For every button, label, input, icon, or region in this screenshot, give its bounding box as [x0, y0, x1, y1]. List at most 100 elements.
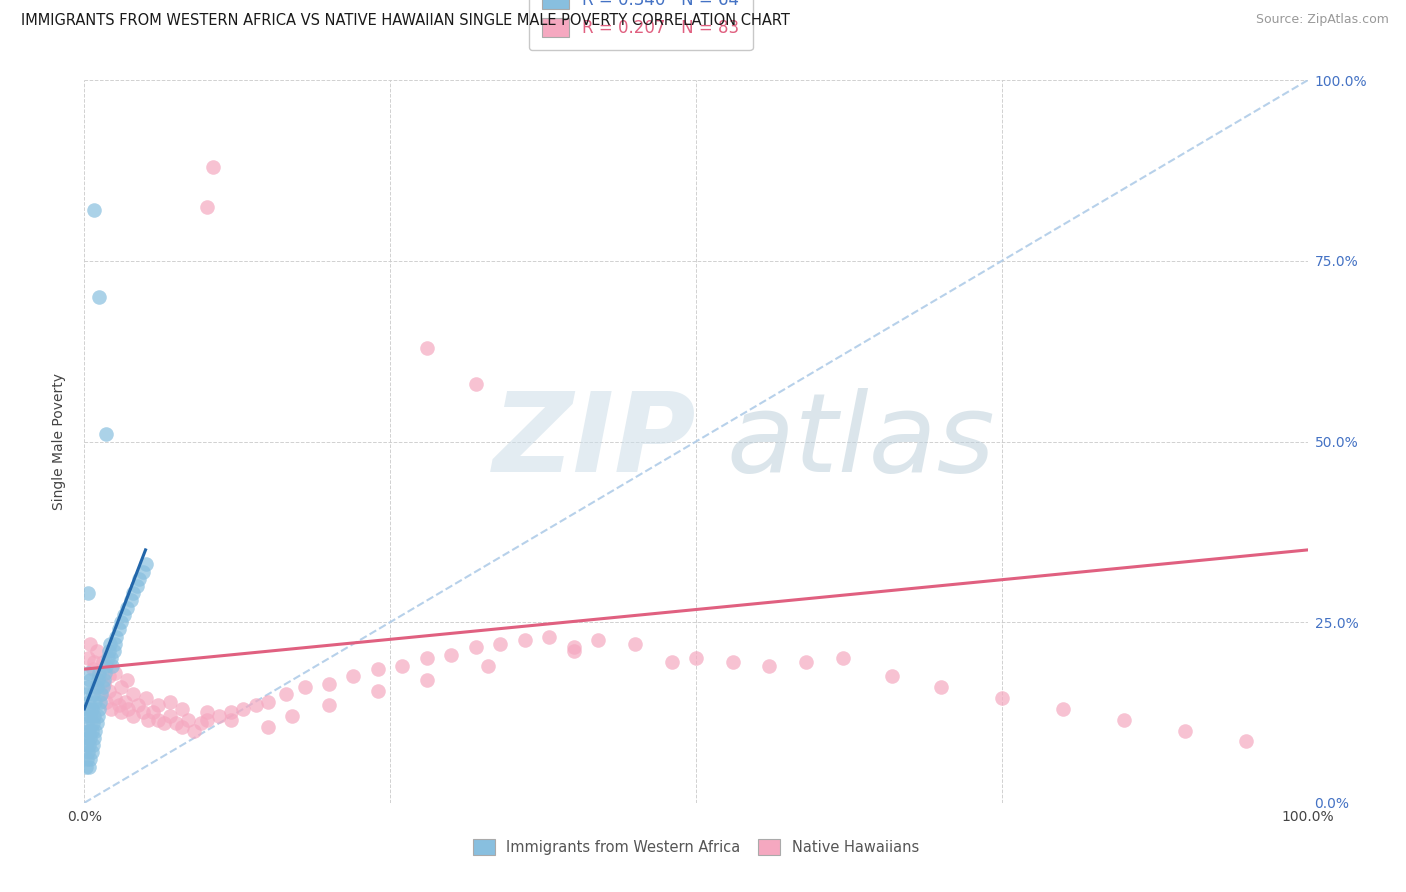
Point: [110, 615, 132, 630]
Point: [96, 427, 118, 442]
Point: [440, 648, 463, 662]
Point: [122, 586, 145, 600]
Point: [76, 731, 98, 745]
Point: [91, 680, 114, 694]
Point: [76, 716, 98, 731]
Point: [97, 683, 120, 698]
Point: [87, 702, 110, 716]
Point: [77, 695, 100, 709]
Point: [107, 698, 129, 713]
Point: [232, 702, 254, 716]
Point: [685, 651, 707, 665]
Point: [117, 702, 139, 716]
Text: IMMIGRANTS FROM WESTERN AFRICA VS NATIVE HAWAIIAN SINGLE MALE POVERTY CORRELATIO: IMMIGRANTS FROM WESTERN AFRICA VS NATIVE…: [21, 13, 790, 29]
Point: [132, 706, 155, 720]
Point: [77, 738, 100, 752]
Point: [257, 695, 280, 709]
Point: [190, 716, 212, 731]
Point: [195, 200, 218, 214]
Point: [79, 709, 101, 723]
Point: [77, 702, 100, 716]
Point: [342, 669, 364, 683]
Point: [76, 687, 98, 701]
Point: [107, 623, 129, 637]
Point: [489, 637, 512, 651]
Point: [208, 709, 231, 723]
Point: [195, 713, 218, 727]
Point: [586, 633, 609, 648]
Point: [77, 745, 100, 759]
Point: [172, 720, 194, 734]
Point: [128, 572, 150, 586]
Point: [146, 698, 169, 713]
Point: [110, 680, 132, 694]
Point: [77, 723, 100, 738]
Point: [87, 665, 110, 680]
Point: [84, 723, 107, 738]
Point: [94, 665, 117, 680]
Point: [114, 695, 136, 709]
Point: [80, 702, 103, 716]
Point: [86, 680, 108, 694]
Point: [86, 644, 108, 658]
Point: [79, 731, 101, 745]
Point: [86, 716, 108, 731]
Point: [97, 644, 120, 658]
Point: [477, 658, 499, 673]
Point: [135, 691, 157, 706]
Point: [77, 680, 100, 694]
Point: [294, 680, 316, 694]
Point: [758, 658, 780, 673]
Point: [416, 651, 439, 665]
Point: [104, 637, 127, 651]
Point: [93, 673, 115, 687]
Point: [98, 637, 121, 651]
Point: [136, 713, 159, 727]
Point: [87, 709, 110, 723]
Point: [195, 706, 218, 720]
Point: [513, 633, 536, 648]
Point: [90, 687, 112, 701]
Point: [83, 203, 105, 218]
Point: [562, 644, 585, 658]
Point: [165, 716, 187, 731]
Point: [1174, 723, 1197, 738]
Point: [86, 680, 108, 694]
Point: [929, 680, 952, 694]
Point: [367, 662, 389, 676]
Point: [75, 738, 97, 752]
Point: [75, 760, 97, 774]
Point: [1114, 713, 1136, 727]
Point: [104, 665, 127, 680]
Point: [76, 752, 98, 766]
Point: [87, 669, 110, 683]
Y-axis label: Single Male Poverty: Single Male Poverty: [52, 373, 66, 510]
Point: [83, 655, 105, 669]
Point: [416, 673, 439, 687]
Point: [146, 713, 169, 727]
Point: [257, 720, 280, 734]
Point: [276, 687, 298, 701]
Point: [97, 651, 120, 665]
Point: [104, 691, 127, 706]
Point: [991, 691, 1014, 706]
Point: [159, 709, 181, 723]
Point: [77, 723, 100, 738]
Point: [82, 687, 104, 701]
Point: [721, 655, 744, 669]
Point: [794, 655, 817, 669]
Point: [77, 586, 100, 600]
Point: [219, 713, 242, 727]
Point: [624, 637, 647, 651]
Point: [84, 695, 107, 709]
Point: [562, 640, 585, 655]
Point: [367, 683, 389, 698]
Point: [110, 706, 132, 720]
Point: [153, 716, 176, 731]
Point: [172, 702, 194, 716]
Point: [132, 565, 155, 579]
Point: [115, 600, 138, 615]
Point: [281, 709, 304, 723]
Point: [219, 706, 242, 720]
Point: [177, 713, 200, 727]
